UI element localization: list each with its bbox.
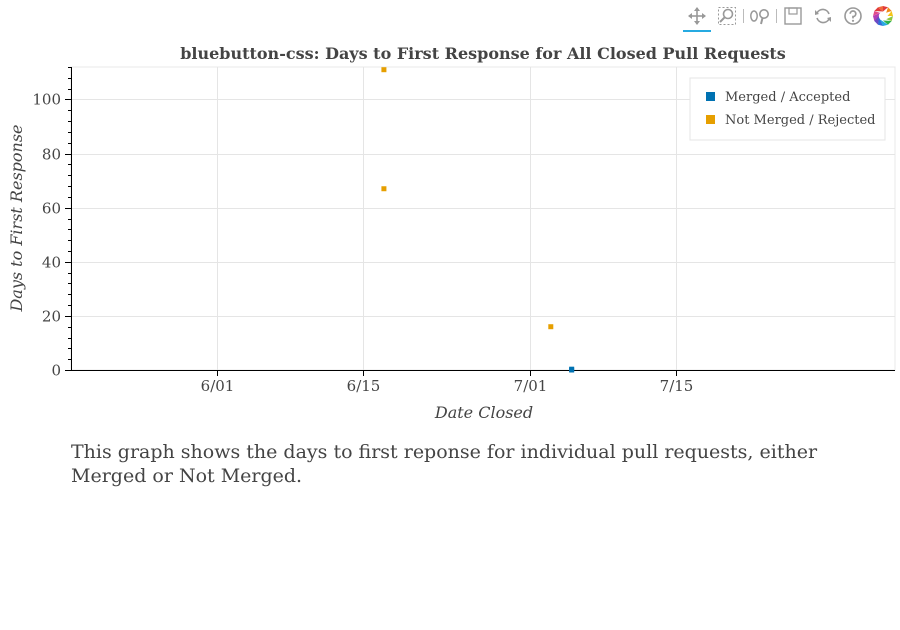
wheel-zoom-icon <box>750 9 769 25</box>
pan-icon <box>688 7 706 25</box>
pan-tool-button[interactable] <box>683 2 711 32</box>
reset-tool-button[interactable] <box>809 2 837 30</box>
y-tick-label: 60 <box>42 200 61 218</box>
help-icon <box>844 7 862 25</box>
y-tick-label: 40 <box>42 254 61 272</box>
y-tick-label: 100 <box>32 91 61 109</box>
bokeh-logo-button[interactable] <box>869 2 897 30</box>
x-tick-label: 7/15 <box>660 377 694 395</box>
y-tick-label: 0 <box>51 362 61 380</box>
data-point <box>381 67 387 73</box>
data-point <box>569 366 575 372</box>
chart-legend: Merged / Accepted Not Merged / Rejected <box>689 77 886 141</box>
y-tick-label: 20 <box>42 308 61 326</box>
x-tick-label: 7/01 <box>514 377 548 395</box>
reset-icon <box>815 8 831 24</box>
x-tick-label: 6/01 <box>201 377 235 395</box>
save-tool-button[interactable] <box>779 2 807 30</box>
legend-swatch <box>706 92 715 101</box>
help-tool-button[interactable] <box>839 2 867 30</box>
save-icon <box>784 7 802 25</box>
legend-swatch <box>706 115 715 124</box>
y-tick-label: 80 <box>42 146 61 164</box>
x-axis-label: Date Closed <box>434 403 533 422</box>
toolbar-separator <box>776 9 777 23</box>
toolbar-separator <box>743 9 744 23</box>
chart-axes: 0 20 40 60 80 100 6/01 6/15 7/01 7/15 <box>32 67 895 395</box>
chart-description: This graph shows the days to first repon… <box>71 441 818 487</box>
legend-label: Merged / Accepted <box>725 90 850 105</box>
scatter-chart: bluebutton-css: Days to First Response f… <box>7 44 896 422</box>
box-zoom-icon <box>718 7 736 25</box>
bokeh-logo-icon <box>873 6 893 26</box>
data-point <box>381 186 387 192</box>
legend-box <box>689 77 886 141</box>
chart-toolbar <box>682 0 900 32</box>
box-zoom-tool-button[interactable] <box>713 2 741 30</box>
x-tick-label: 6/15 <box>347 377 381 395</box>
legend-label: Not Merged / Rejected <box>725 113 875 128</box>
chart-points <box>381 67 575 373</box>
chart-title: bluebutton-css: Days to First Response f… <box>180 44 786 63</box>
data-point <box>548 324 554 330</box>
y-axis-label: Days to First Response <box>7 124 26 312</box>
wheel-zoom-tool-button[interactable] <box>746 2 774 30</box>
